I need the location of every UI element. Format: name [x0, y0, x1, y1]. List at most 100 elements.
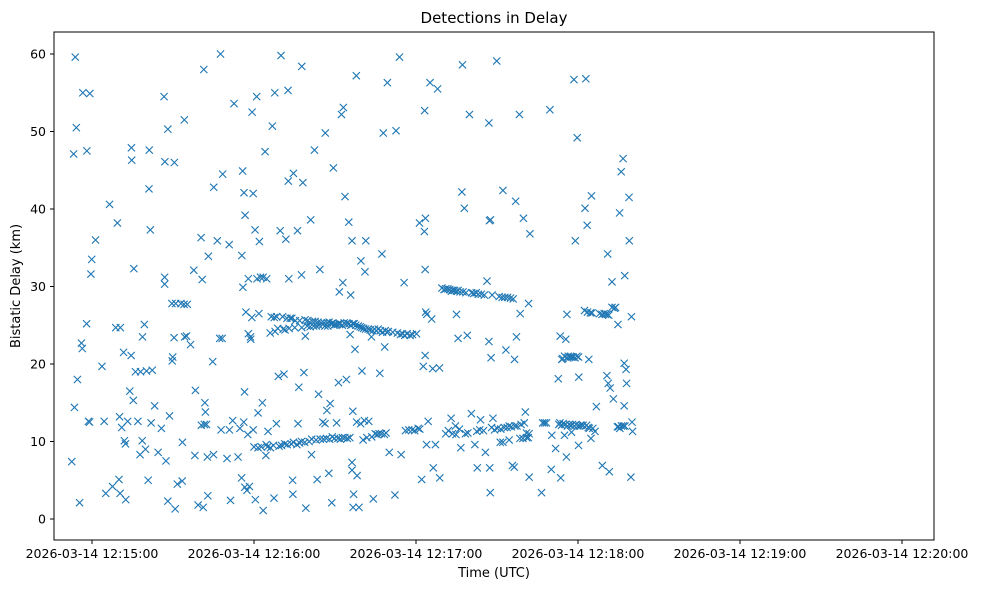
- detection-point: [628, 427, 637, 436]
- detection-point: [194, 501, 203, 510]
- detection-point: [270, 88, 279, 97]
- detection-point: [277, 51, 285, 60]
- detection-point: [203, 491, 212, 500]
- y-tick-label: 50: [30, 124, 46, 139]
- detection-point: [275, 442, 284, 451]
- detection-point: [225, 425, 234, 434]
- detection-point: [170, 333, 179, 342]
- detection-point: [625, 193, 634, 202]
- detection-point: [592, 402, 601, 411]
- detection-point: [515, 434, 524, 443]
- detection-point: [560, 431, 569, 440]
- detection-point: [458, 60, 467, 69]
- detection-point: [241, 211, 250, 220]
- detection-point: [319, 435, 328, 444]
- detection-point: [620, 422, 629, 430]
- detection-point: [266, 329, 275, 337]
- y-tick-label: 40: [30, 202, 46, 217]
- detection-point: [606, 384, 615, 393]
- detection-point: [301, 504, 310, 513]
- detection-point: [173, 480, 182, 489]
- detection-point: [574, 373, 583, 382]
- detection-point: [170, 158, 179, 167]
- detection-point: [369, 494, 378, 503]
- detection-point: [133, 417, 142, 426]
- detection-point: [246, 335, 255, 344]
- detection-point: [85, 89, 94, 98]
- detection-point: [521, 408, 530, 417]
- detection-point: [476, 415, 485, 424]
- detection-point: [510, 355, 519, 364]
- detection-point: [426, 78, 435, 87]
- detection-point: [421, 214, 430, 223]
- detection-point: [457, 187, 466, 196]
- detection-point: [154, 448, 163, 457]
- detection-point: [574, 441, 583, 450]
- detection-point: [178, 477, 187, 486]
- detection-point: [510, 422, 519, 430]
- detection-point: [355, 503, 364, 512]
- detection-point: [163, 497, 172, 506]
- detection-point: [377, 249, 386, 258]
- detection-point: [78, 88, 87, 97]
- detection-point: [353, 471, 362, 480]
- detection-point: [101, 489, 110, 498]
- detection-point: [512, 332, 521, 341]
- detection-point: [422, 440, 431, 449]
- detection-point: [352, 71, 361, 80]
- detection-point: [470, 440, 479, 449]
- detection-point: [276, 226, 285, 235]
- detection-point: [209, 450, 218, 459]
- detection-point: [73, 375, 82, 384]
- detection-point: [574, 353, 583, 362]
- detection-point: [452, 310, 461, 319]
- detection-point: [269, 494, 278, 503]
- detection-point: [176, 299, 185, 308]
- detection-point: [608, 277, 617, 286]
- detection-point: [203, 453, 212, 461]
- detection-point: [410, 426, 419, 435]
- detection-point: [598, 461, 607, 470]
- detection-point: [385, 448, 394, 457]
- detection-point: [294, 419, 302, 428]
- detection-point: [361, 236, 370, 245]
- detection-point: [371, 429, 380, 438]
- detection-point: [463, 428, 472, 437]
- detection-point: [516, 309, 525, 318]
- detection-point: [294, 383, 303, 392]
- detection-point: [498, 438, 507, 447]
- x-tick-label: 2026-03-14 12:19:00: [674, 546, 807, 561]
- detection-point: [297, 437, 306, 446]
- detection-point: [428, 364, 437, 373]
- detection-point: [332, 418, 341, 427]
- detection-point: [622, 365, 631, 374]
- detection-point: [326, 399, 335, 408]
- detection-point: [622, 379, 631, 388]
- detection-point: [465, 110, 474, 119]
- detection-point: [264, 427, 273, 436]
- detection-point: [200, 398, 209, 407]
- detection-point: [223, 454, 231, 463]
- detection-point: [483, 277, 491, 286]
- detection-point: [605, 467, 614, 476]
- detection-point: [249, 425, 258, 434]
- detection-point: [486, 488, 495, 497]
- detection-point: [263, 442, 272, 451]
- detection-point: [456, 443, 465, 452]
- detection-point: [322, 434, 331, 443]
- detection-point: [461, 288, 470, 297]
- detection-point: [587, 191, 596, 200]
- detection-point: [228, 416, 237, 425]
- detection-point: [420, 227, 429, 236]
- detection-point: [414, 424, 423, 433]
- detection-point: [69, 149, 78, 158]
- detection-point: [390, 490, 399, 499]
- detection-point: [297, 270, 306, 279]
- detection-point: [454, 334, 463, 343]
- detection-point: [601, 310, 610, 319]
- detection-point: [78, 344, 87, 353]
- detection-point: [178, 438, 187, 447]
- detection-point: [218, 334, 227, 343]
- detection-point: [293, 226, 302, 235]
